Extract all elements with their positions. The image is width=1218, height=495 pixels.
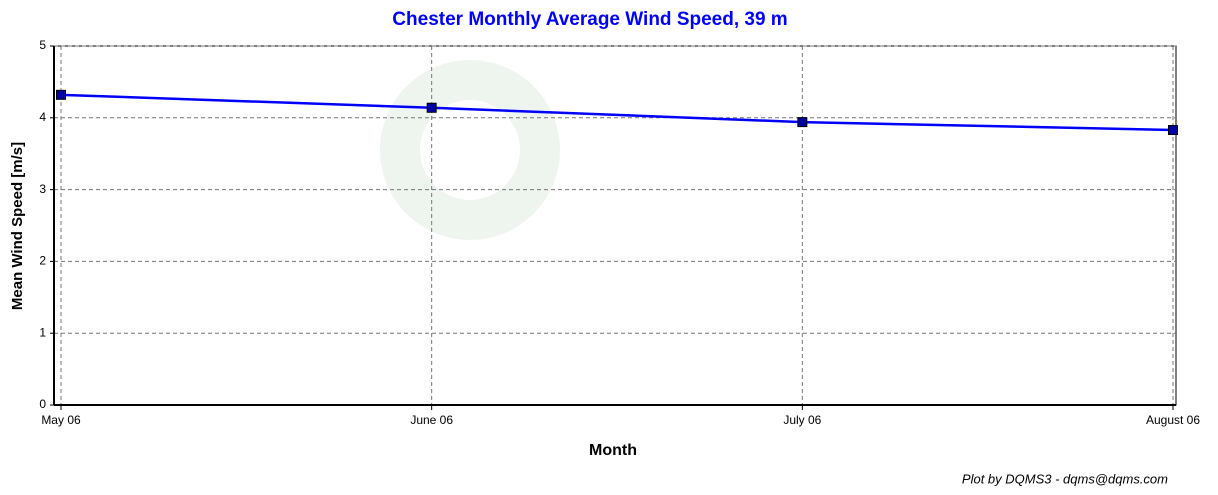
annotation: Plot by DQMS3 - dqms@dqms.com [962,471,1168,486]
y-axis-label: Mean Wind Speed [m/s] [9,142,26,310]
x-tick-label: August 06 [1146,413,1200,427]
x-tick-label: May 06 [41,413,81,427]
x-tick-label: June 06 [410,413,453,427]
x-tick-label: July 06 [783,413,821,427]
point-marker [57,90,66,99]
chart-title: Chester Monthly Average Wind Speed, 39 m [392,9,787,30]
y-tick-label: 3 [39,182,46,196]
point-marker [798,118,807,127]
y-tick-label: 0 [39,397,46,411]
y-tick-label: 2 [39,254,46,268]
y-tick-label: 5 [39,38,46,52]
point-marker [1169,126,1178,135]
y-tick-label: 4 [39,110,46,124]
chart: Chester Monthly Average Wind Speed, 39 m… [0,0,1218,495]
y-tick-label: 1 [39,325,46,339]
x-axis-label: Month [589,442,637,459]
point-marker [427,103,436,112]
